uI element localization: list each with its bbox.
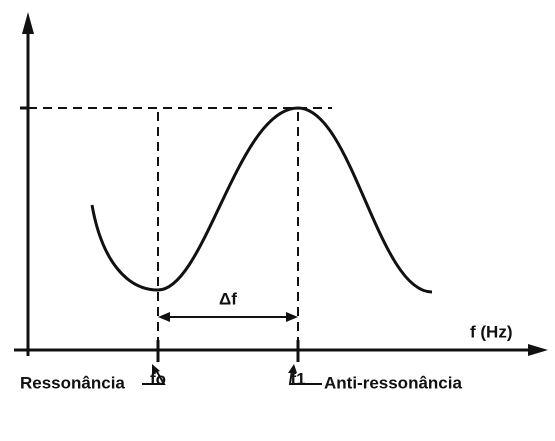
response-curve bbox=[90, 106, 433, 294]
caption-pointer bbox=[288, 369, 322, 385]
y-axis-arrow bbox=[22, 12, 34, 34]
caption-pointer-head bbox=[288, 364, 297, 373]
axis-label: f (Hz) bbox=[470, 322, 512, 341]
caption-pointer bbox=[142, 369, 166, 385]
marker-caption: Ressonância bbox=[20, 373, 125, 392]
delta-label: Δf bbox=[219, 289, 237, 308]
delta-arrow-head bbox=[286, 312, 298, 322]
marker-caption: Anti-ressonância bbox=[324, 373, 462, 392]
x-axis-arrow bbox=[528, 344, 548, 356]
delta-arrow-head bbox=[158, 312, 170, 322]
caption-pointer-head bbox=[152, 364, 160, 374]
